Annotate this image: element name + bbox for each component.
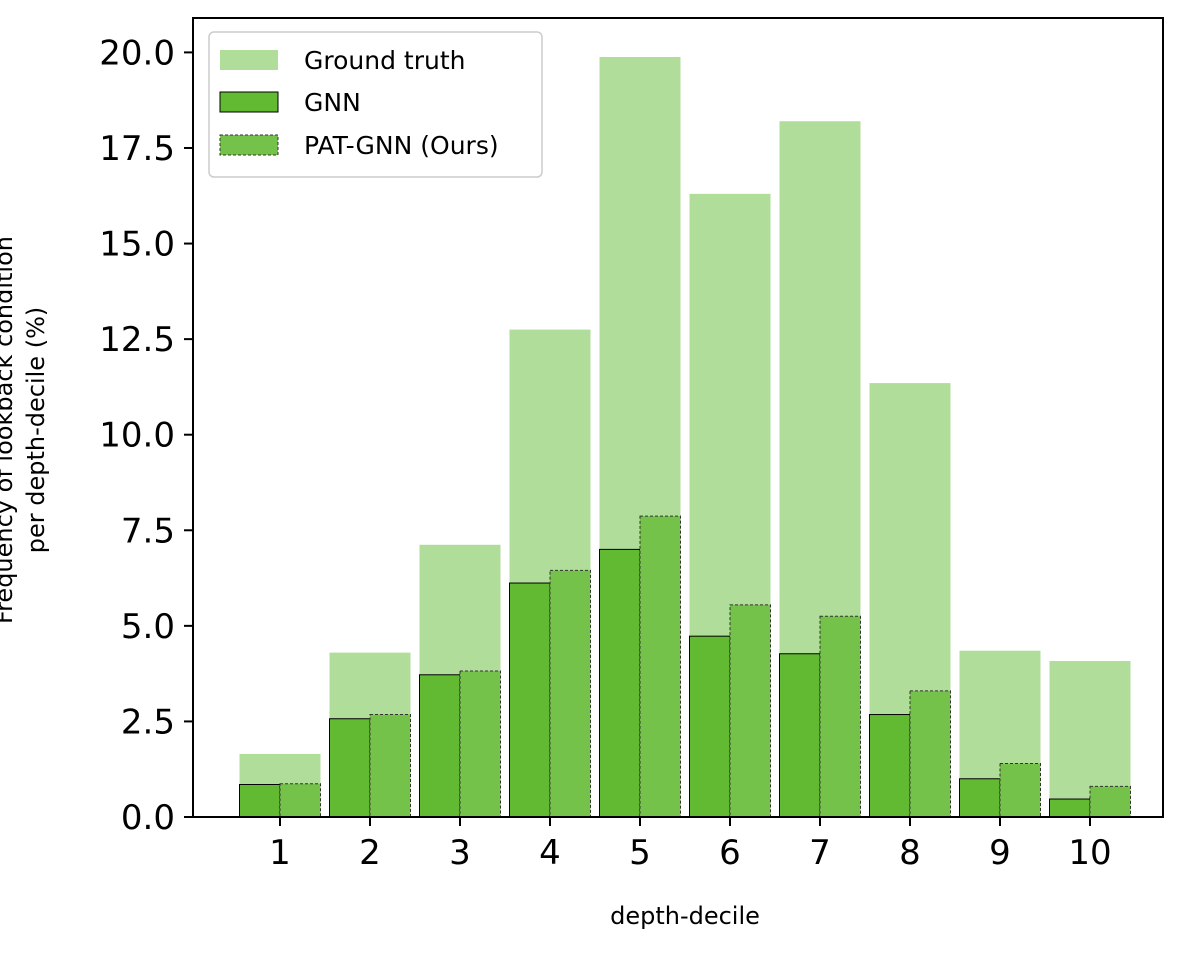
legend-box bbox=[208, 31, 543, 178]
bar-pat-gnn-7 bbox=[819, 615, 861, 818]
bar-gnn-2 bbox=[329, 718, 371, 818]
x-axis: 1 2 3 4 5 6 7 8 9 10 bbox=[269, 817, 1112, 873]
y-axis: 0.0 2.5 5.0 7.5 10.0 12.5 15.0 17.5 20.0 bbox=[99, 33, 193, 838]
x-tick-label: 9 bbox=[989, 833, 1011, 873]
bar-pat-gnn-6 bbox=[729, 604, 771, 818]
x-tick-label: 10 bbox=[1068, 833, 1111, 873]
bar-pat-gnn-10 bbox=[1089, 785, 1131, 818]
y-axis-label: Frequency of lookback condition per dept… bbox=[0, 236, 50, 624]
x-tick-label: 8 bbox=[899, 833, 921, 873]
bar-pat-gnn-3 bbox=[459, 670, 501, 818]
bar-gnn-1 bbox=[239, 784, 281, 818]
bar-gnn-10 bbox=[1049, 798, 1091, 818]
x-tick-label: 4 bbox=[539, 833, 561, 873]
x-tick-label: 1 bbox=[269, 833, 291, 873]
bar-gnn-5 bbox=[599, 548, 641, 818]
x-tick-label: 7 bbox=[809, 833, 831, 873]
bar-gnn-9 bbox=[959, 778, 1001, 818]
bar-gnn-8 bbox=[869, 714, 911, 818]
bar-gnn-7 bbox=[779, 653, 821, 818]
y-tick-label: 2.5 bbox=[121, 702, 175, 742]
bar-gnn-6 bbox=[689, 635, 731, 818]
y-tick-label: 20.0 bbox=[99, 33, 175, 73]
x-axis-label: depth-decile bbox=[610, 902, 760, 930]
legend: Ground truth GNN PAT-GNN (Ours) bbox=[208, 31, 543, 178]
x-tick-label: 3 bbox=[449, 833, 471, 873]
legend-label-gnn: GNN bbox=[304, 88, 361, 117]
y-axis-label-line-2: per depth-decile (%) bbox=[22, 307, 50, 553]
y-tick-label: 15.0 bbox=[99, 225, 175, 265]
bar-gnn-4 bbox=[509, 582, 551, 818]
y-axis-label-line-1: Frequency of lookback condition bbox=[0, 236, 18, 624]
bar-pat-gnn-4 bbox=[549, 569, 591, 818]
bar-pat-gnn-1 bbox=[279, 783, 321, 818]
y-tick-label: 10.0 bbox=[99, 416, 175, 456]
bar-pat-gnn-8 bbox=[909, 690, 951, 818]
y-tick-label: 5.0 bbox=[121, 607, 175, 647]
y-tick-label: 17.5 bbox=[99, 129, 175, 169]
bar-pat-gnn-2 bbox=[369, 714, 411, 818]
legend-label-ground-truth: Ground truth bbox=[304, 46, 465, 75]
legend-swatch-gnn bbox=[219, 91, 279, 113]
x-tick-label: 6 bbox=[719, 833, 741, 873]
bar-pat-gnn-9 bbox=[999, 762, 1041, 818]
bar-gnn-3 bbox=[419, 674, 461, 818]
x-tick-label: 2 bbox=[359, 833, 381, 873]
legend-swatch-ground-truth bbox=[220, 50, 278, 70]
y-tick-label: 0.0 bbox=[121, 798, 175, 838]
x-tick-label: 5 bbox=[629, 833, 651, 873]
bar-pat-gnn-5 bbox=[639, 515, 681, 818]
legend-swatch-pat-gnn bbox=[219, 134, 279, 156]
y-tick-label: 12.5 bbox=[99, 320, 175, 360]
legend-label-pat-gnn: PAT-GNN (Ours) bbox=[304, 131, 499, 160]
plot-frame bbox=[192, 17, 1164, 818]
bars-layer bbox=[239, 56, 1131, 818]
y-tick-label: 7.5 bbox=[121, 511, 175, 551]
